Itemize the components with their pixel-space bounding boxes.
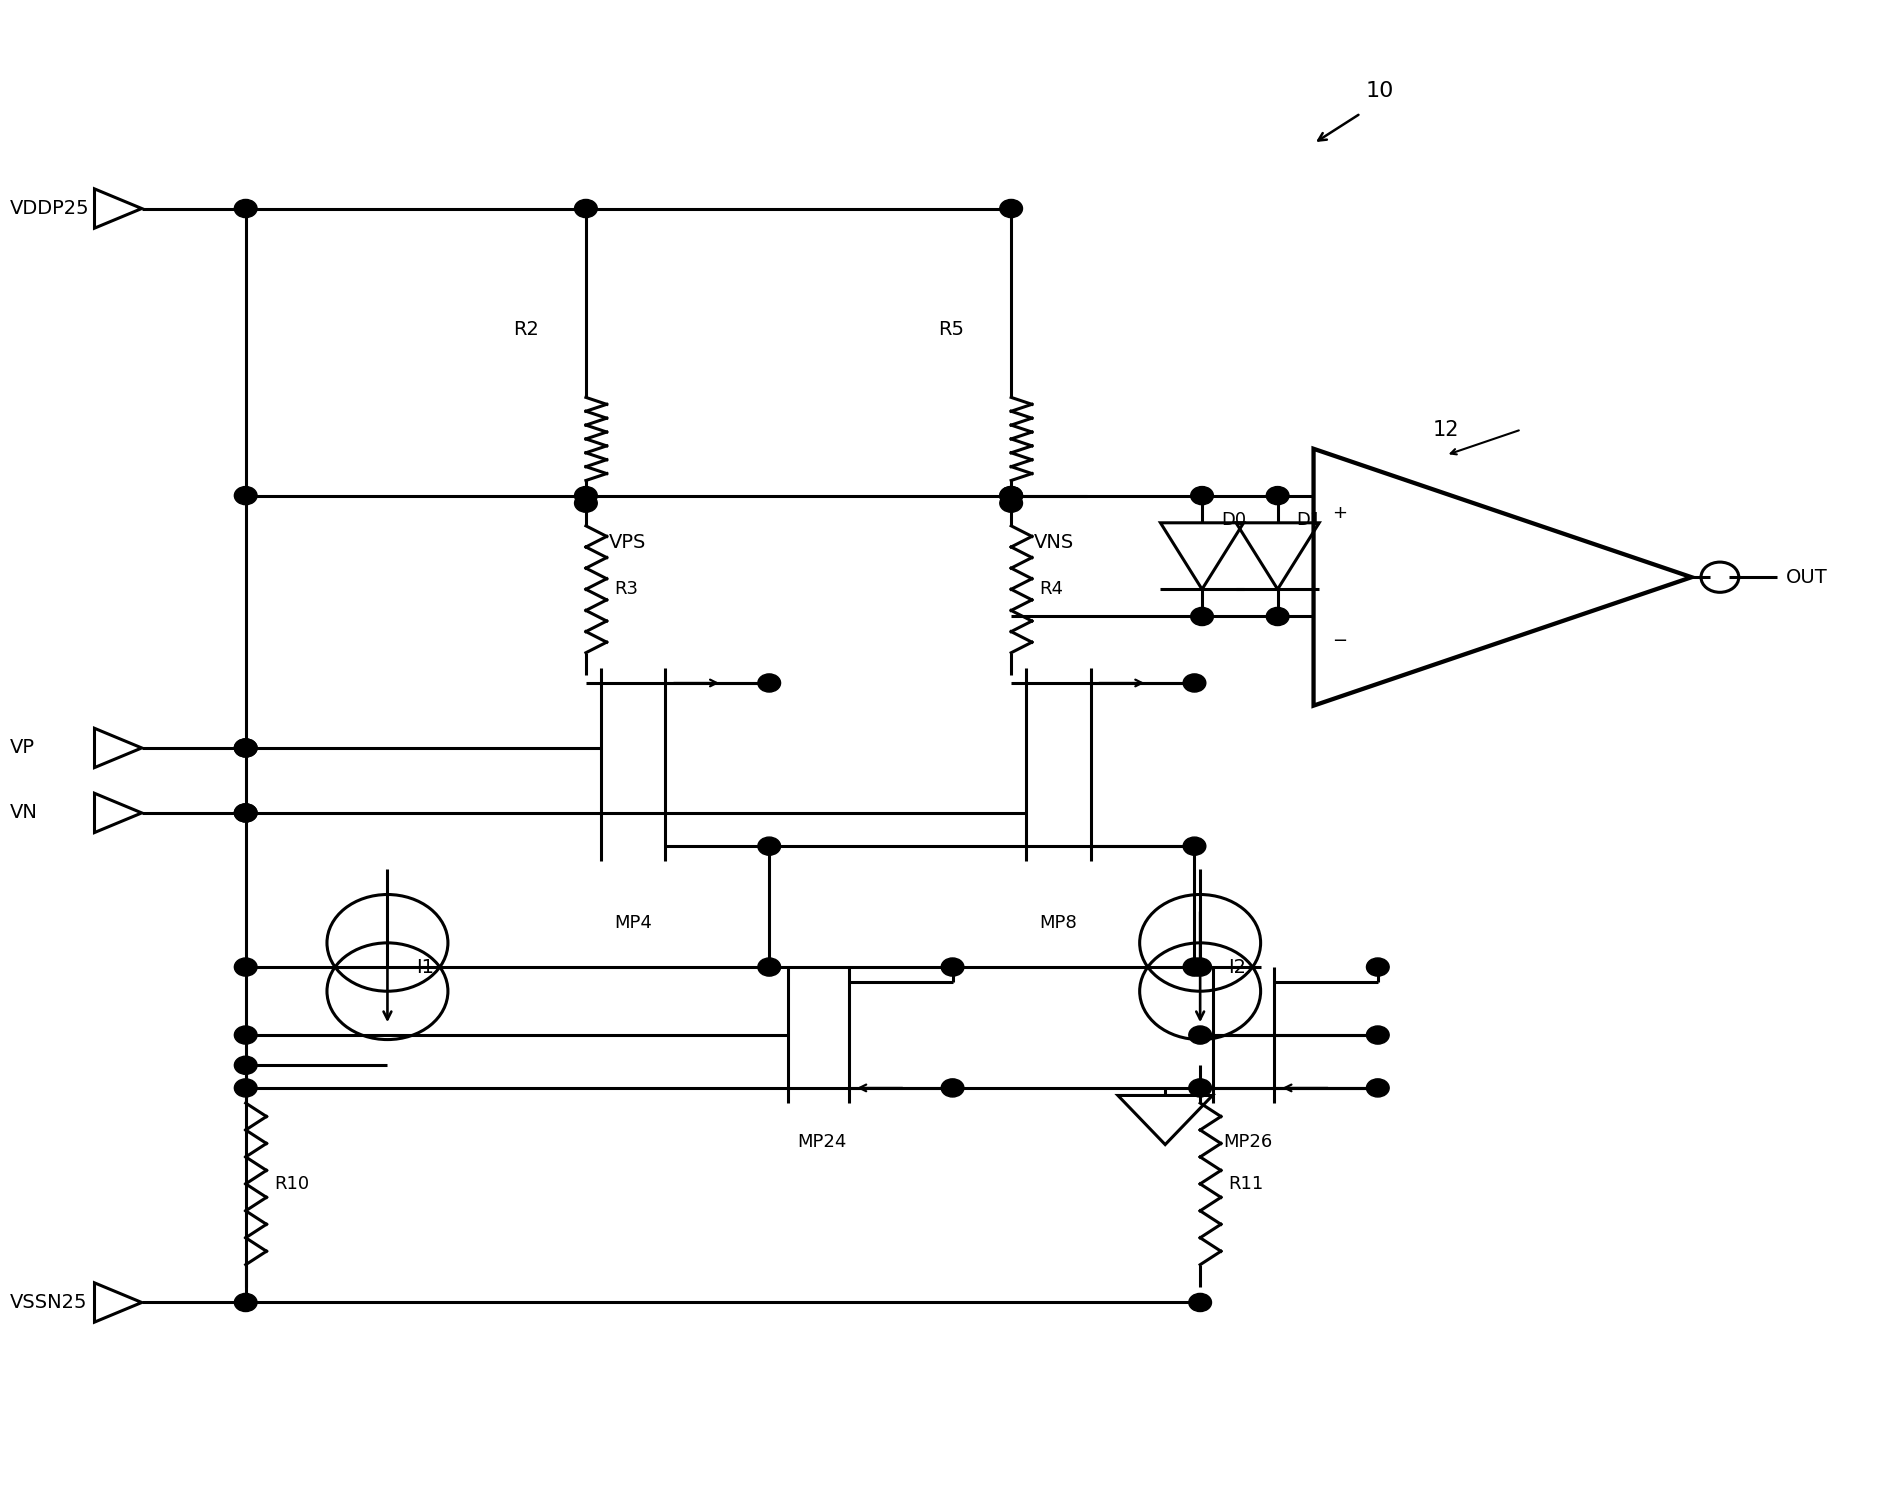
Text: R3: R3	[614, 580, 638, 598]
Text: R2: R2	[512, 320, 538, 338]
Text: 12: 12	[1432, 420, 1458, 440]
Circle shape	[234, 739, 257, 757]
Circle shape	[1188, 1079, 1211, 1097]
Text: MP4: MP4	[614, 914, 652, 932]
Circle shape	[999, 494, 1022, 512]
Text: VNS: VNS	[1033, 533, 1073, 553]
Text: I1: I1	[416, 958, 434, 976]
Circle shape	[1183, 837, 1205, 855]
Circle shape	[1366, 958, 1388, 976]
Text: 10: 10	[1364, 80, 1394, 101]
Circle shape	[234, 1056, 257, 1074]
Circle shape	[1188, 1293, 1211, 1312]
Circle shape	[234, 958, 257, 976]
Circle shape	[1188, 958, 1211, 976]
Circle shape	[234, 1026, 257, 1044]
Text: MP26: MP26	[1222, 1133, 1271, 1151]
Text: I2: I2	[1228, 958, 1247, 976]
Text: MP8: MP8	[1039, 914, 1077, 932]
Circle shape	[1190, 607, 1213, 626]
Text: R4: R4	[1039, 580, 1064, 598]
Text: R5: R5	[937, 320, 963, 338]
Circle shape	[1183, 674, 1205, 692]
Text: VP: VP	[9, 739, 34, 757]
Circle shape	[234, 1079, 257, 1097]
Text: −: −	[1332, 633, 1347, 650]
Circle shape	[574, 487, 597, 505]
Circle shape	[999, 199, 1022, 218]
Circle shape	[941, 1079, 963, 1097]
Circle shape	[234, 199, 257, 218]
Text: D0: D0	[1220, 511, 1245, 529]
Circle shape	[1366, 1026, 1388, 1044]
Circle shape	[941, 958, 963, 976]
Circle shape	[999, 487, 1022, 505]
Circle shape	[234, 487, 257, 505]
Circle shape	[1183, 958, 1205, 976]
Text: VDDP25: VDDP25	[9, 199, 89, 218]
Circle shape	[1366, 1079, 1388, 1097]
Text: VN: VN	[9, 804, 38, 822]
Circle shape	[234, 1293, 257, 1312]
Circle shape	[574, 199, 597, 218]
Text: VPS: VPS	[608, 533, 646, 553]
Circle shape	[1188, 1026, 1211, 1044]
Text: MP24: MP24	[797, 1133, 846, 1151]
Text: R10: R10	[274, 1176, 310, 1192]
Circle shape	[757, 674, 780, 692]
Text: VSSN25: VSSN25	[9, 1293, 87, 1312]
Circle shape	[234, 739, 257, 757]
Circle shape	[757, 837, 780, 855]
Circle shape	[1266, 607, 1288, 626]
Circle shape	[757, 958, 780, 976]
Circle shape	[1266, 487, 1288, 505]
Circle shape	[574, 494, 597, 512]
Circle shape	[1190, 487, 1213, 505]
Text: OUT: OUT	[1785, 568, 1827, 586]
Text: D1: D1	[1296, 511, 1320, 529]
Circle shape	[234, 804, 257, 822]
Circle shape	[999, 487, 1022, 505]
Text: R11: R11	[1228, 1176, 1264, 1192]
Text: +: +	[1332, 505, 1347, 521]
Circle shape	[234, 804, 257, 822]
